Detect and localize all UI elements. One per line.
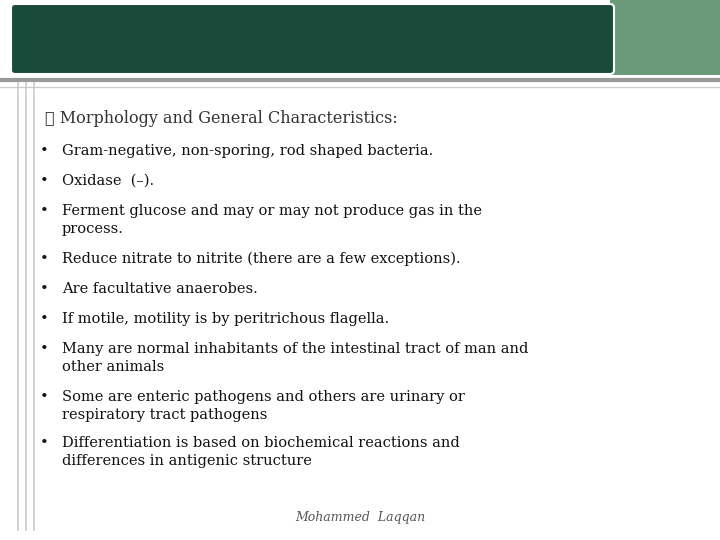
Text: Many are normal inhabitants of the intestinal tract of man and
other animals: Many are normal inhabitants of the intes…: [62, 342, 528, 374]
Text: Oxidase  (–).: Oxidase (–).: [62, 174, 154, 188]
FancyBboxPatch shape: [11, 4, 614, 74]
Text: ❖ Morphology and General Characteristics:: ❖ Morphology and General Characteristics…: [45, 110, 397, 127]
Text: •: •: [40, 252, 49, 266]
Text: Differentiation is based on biochemical reactions and
differences in antigenic s: Differentiation is based on biochemical …: [62, 436, 460, 468]
Text: •: •: [40, 144, 49, 158]
Bar: [610, 0, 720, 75]
Text: •: •: [40, 204, 49, 218]
Text: •: •: [40, 312, 49, 326]
Text: •: •: [40, 174, 49, 188]
Text: Ferment glucose and may or may not produce gas in the
process.: Ferment glucose and may or may not produ…: [62, 204, 482, 236]
Text: Some are enteric pathogens and others are urinary or
respiratory tract pathogens: Some are enteric pathogens and others ar…: [62, 390, 465, 422]
Text: •: •: [40, 390, 49, 404]
Text: Reduce nitrate to nitrite (there are a few exceptions).: Reduce nitrate to nitrite (there are a f…: [62, 252, 461, 266]
Text: If motile, motility is by peritrichous flagella.: If motile, motility is by peritrichous f…: [62, 312, 389, 326]
Text: Gram-negative, non-sporing, rod shaped bacteria.: Gram-negative, non-sporing, rod shaped b…: [62, 144, 433, 158]
Text: •: •: [40, 282, 49, 296]
Text: Mohammed  Laqqan: Mohammed Laqqan: [295, 511, 425, 524]
Text: Are facultative anaerobes.: Are facultative anaerobes.: [62, 282, 258, 296]
Text: •: •: [40, 436, 49, 450]
Text: •: •: [40, 342, 49, 356]
